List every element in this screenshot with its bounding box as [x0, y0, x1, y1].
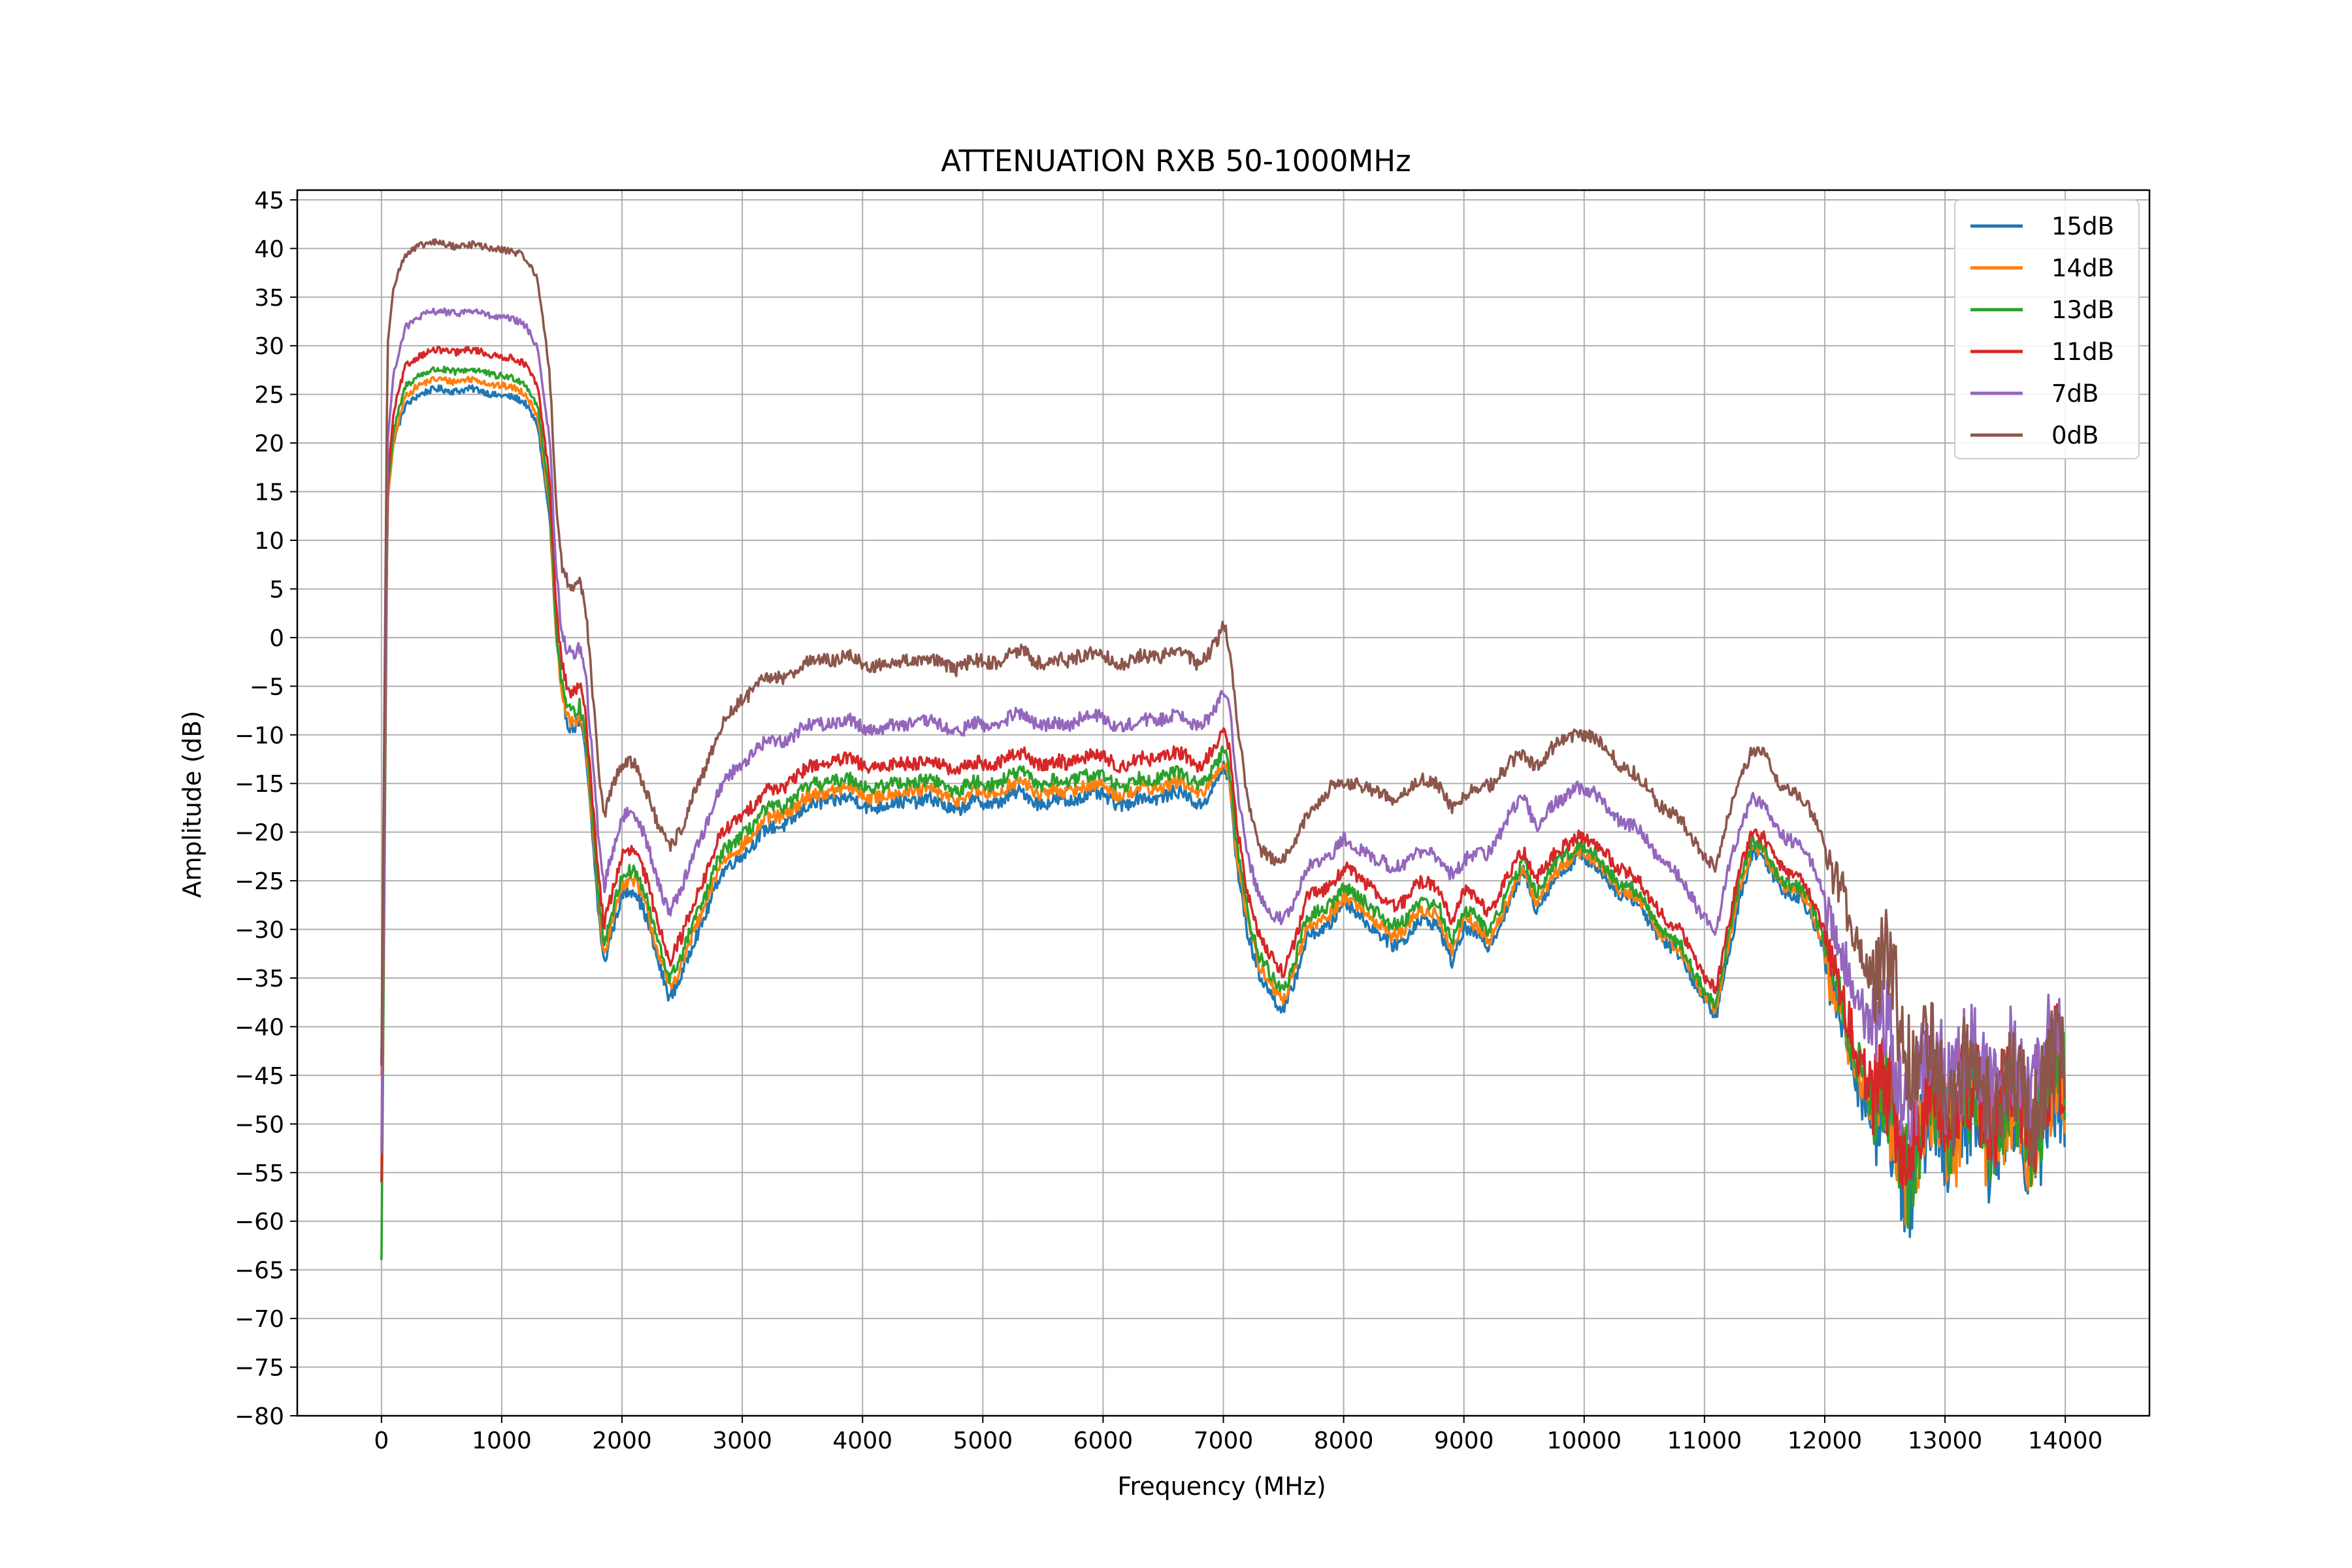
y-tick-label: 20	[254, 431, 284, 457]
x-tick-label: 10000	[1547, 1428, 1622, 1454]
legend-label-14dB: 14dB	[2051, 254, 2114, 282]
y-tick-label: 0	[269, 625, 284, 652]
x-tick-label: 9000	[1434, 1428, 1494, 1454]
x-tick-label: 1000	[472, 1428, 532, 1454]
legend-label-13dB: 13dB	[2051, 296, 2114, 324]
y-tick-label: 35	[254, 285, 284, 312]
legend-label-0dB: 0dB	[2051, 421, 2099, 449]
y-tick-label: −25	[235, 868, 284, 895]
y-tick-label: 10	[254, 528, 284, 555]
y-tick-label: 5	[269, 576, 284, 603]
y-tick-label: 25	[254, 382, 284, 409]
series-lines	[380, 238, 2066, 1260]
x-tick-label: 0	[374, 1428, 389, 1454]
y-tick-label: −55	[235, 1160, 284, 1187]
x-tick-label: 5000	[953, 1428, 1013, 1454]
series-line-13dB	[380, 365, 2066, 1260]
y-tick-label: −20	[235, 820, 284, 847]
legend-label-11dB: 11dB	[2051, 338, 2114, 366]
y-tick-label: 15	[254, 480, 284, 506]
x-tick-label: 2000	[592, 1428, 652, 1454]
y-tick-label: −75	[235, 1355, 284, 1382]
y-tick-label: −80	[235, 1403, 284, 1430]
y-tick-label: 30	[254, 333, 284, 360]
x-axis-ticks: 0 1000 2000 3000 4000 5000 6000 7000 8000 9000 100…	[374, 1416, 2102, 1454]
legend-label-7dB: 7dB	[2051, 380, 2099, 408]
y-tick-label: −50	[235, 1111, 284, 1138]
x-tick-label: 4000	[832, 1428, 892, 1454]
x-tick-label: 8000	[1314, 1428, 1374, 1454]
x-tick-label: 14000	[2028, 1428, 2103, 1454]
x-tick-label: 12000	[1788, 1428, 1863, 1454]
grid-lines	[297, 190, 2149, 1416]
series-line-14dB	[380, 376, 2066, 1226]
y-tick-label: −10	[235, 723, 284, 749]
x-axis-label: Frequency (MHz)	[1117, 1472, 1326, 1501]
x-tick-label: 11000	[1667, 1428, 1742, 1454]
y-tick-label: −5	[250, 674, 284, 700]
y-tick-label: −40	[235, 1014, 284, 1041]
series-line-11dB	[380, 346, 2066, 1190]
y-tick-label: −35	[235, 966, 284, 992]
y-tick-label: −30	[235, 917, 284, 944]
x-tick-label: 13000	[1908, 1428, 1983, 1454]
y-tick-label: −70	[235, 1306, 284, 1333]
y-tick-label: 45	[254, 188, 284, 214]
plot-frame	[296, 189, 2151, 1417]
x-tick-label: 7000	[1194, 1428, 1254, 1454]
y-tick-label: −60	[235, 1209, 284, 1235]
y-axis-label: Amplitude (dB)	[178, 711, 206, 898]
y-axis-ticks: 45 40 35 30 25 20 15 10 5 0 −5 −10 −15 −20 −25 −30 −35 −4…	[235, 188, 297, 1430]
legend: 15dB 14dB 13dB 11dB 7dB 0dB	[1954, 199, 2140, 459]
x-tick-label: 6000	[1073, 1428, 1134, 1454]
y-tick-label: −65	[235, 1258, 284, 1284]
series-line-0dB	[380, 238, 2066, 1168]
x-tick-label: 3000	[712, 1428, 772, 1454]
y-tick-label: 40	[254, 236, 284, 263]
legend-label-15dB: 15dB	[2051, 212, 2114, 240]
series-line-7dB	[380, 307, 2066, 1154]
chart-title: ATTENUATION RXB 50-1000MHz	[941, 144, 1411, 178]
y-tick-label: −15	[235, 771, 284, 798]
y-tick-label: −45	[235, 1063, 284, 1090]
